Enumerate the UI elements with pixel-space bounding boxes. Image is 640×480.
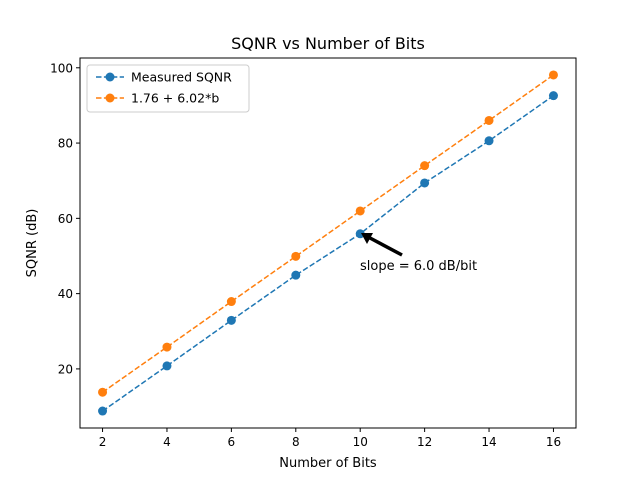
legend: Measured SQNR 1.76 + 6.02*b — [86, 64, 250, 113]
legend-label-measured: Measured SQNR — [131, 70, 232, 85]
data-point-theory — [355, 206, 365, 216]
data-point-measured — [355, 229, 365, 239]
data-point-measured — [291, 270, 301, 280]
legend-marker-measured — [105, 72, 115, 82]
x-tick-label: 16 — [546, 435, 561, 449]
data-point-theory — [226, 297, 236, 307]
data-point-theory — [291, 251, 301, 261]
annotation-arrow-shaft — [369, 236, 403, 257]
data-point-measured — [484, 136, 494, 146]
legend-label-theory: 1.76 + 6.02*b — [131, 91, 219, 106]
x-tick-label: 12 — [417, 435, 432, 449]
y-tick-label: 60 — [58, 212, 73, 226]
series-line-theory — [102, 74, 554, 393]
data-point-measured — [98, 406, 108, 416]
annotation-text: slope = 6.0 dB/bit — [360, 259, 477, 274]
legend-box — [86, 64, 250, 113]
series-line-measured — [102, 95, 554, 412]
data-point-measured — [548, 91, 558, 101]
data-point-measured — [162, 361, 172, 371]
x-tick-label: 2 — [99, 435, 107, 449]
data-point-theory — [548, 70, 558, 80]
data-point-measured — [420, 178, 430, 188]
x-tick-label: 4 — [163, 435, 171, 449]
y-tick-label: 80 — [58, 137, 73, 151]
data-point-theory — [420, 161, 430, 171]
x-tick-label: 6 — [228, 435, 236, 449]
y-axis-label: SQNR (dB) — [25, 209, 40, 278]
data-point-theory — [98, 387, 108, 397]
legend-marker-theory — [105, 93, 115, 103]
data-point-measured — [226, 315, 236, 325]
x-tick-label: 14 — [481, 435, 496, 449]
annotation-arrow-head — [361, 233, 373, 244]
x-axis-label: Number of Bits — [279, 456, 377, 471]
x-tick-label: 10 — [353, 435, 368, 449]
x-tick-label: 8 — [292, 435, 300, 449]
y-tick-label: 100 — [50, 61, 73, 75]
slope-annotation: slope = 6.0 dB/bit — [360, 233, 477, 274]
data-point-theory — [484, 115, 494, 125]
axes-frame — [79, 57, 577, 429]
y-tick-label: 40 — [58, 287, 73, 301]
data-point-theory — [162, 342, 172, 352]
plot-area: 2 4 6 8 10 12 14 16 20 40 60 80 100 — [50, 61, 561, 449]
chart-title: SQNR vs Number of Bits — [231, 34, 425, 53]
y-tick-label: 20 — [58, 362, 73, 376]
